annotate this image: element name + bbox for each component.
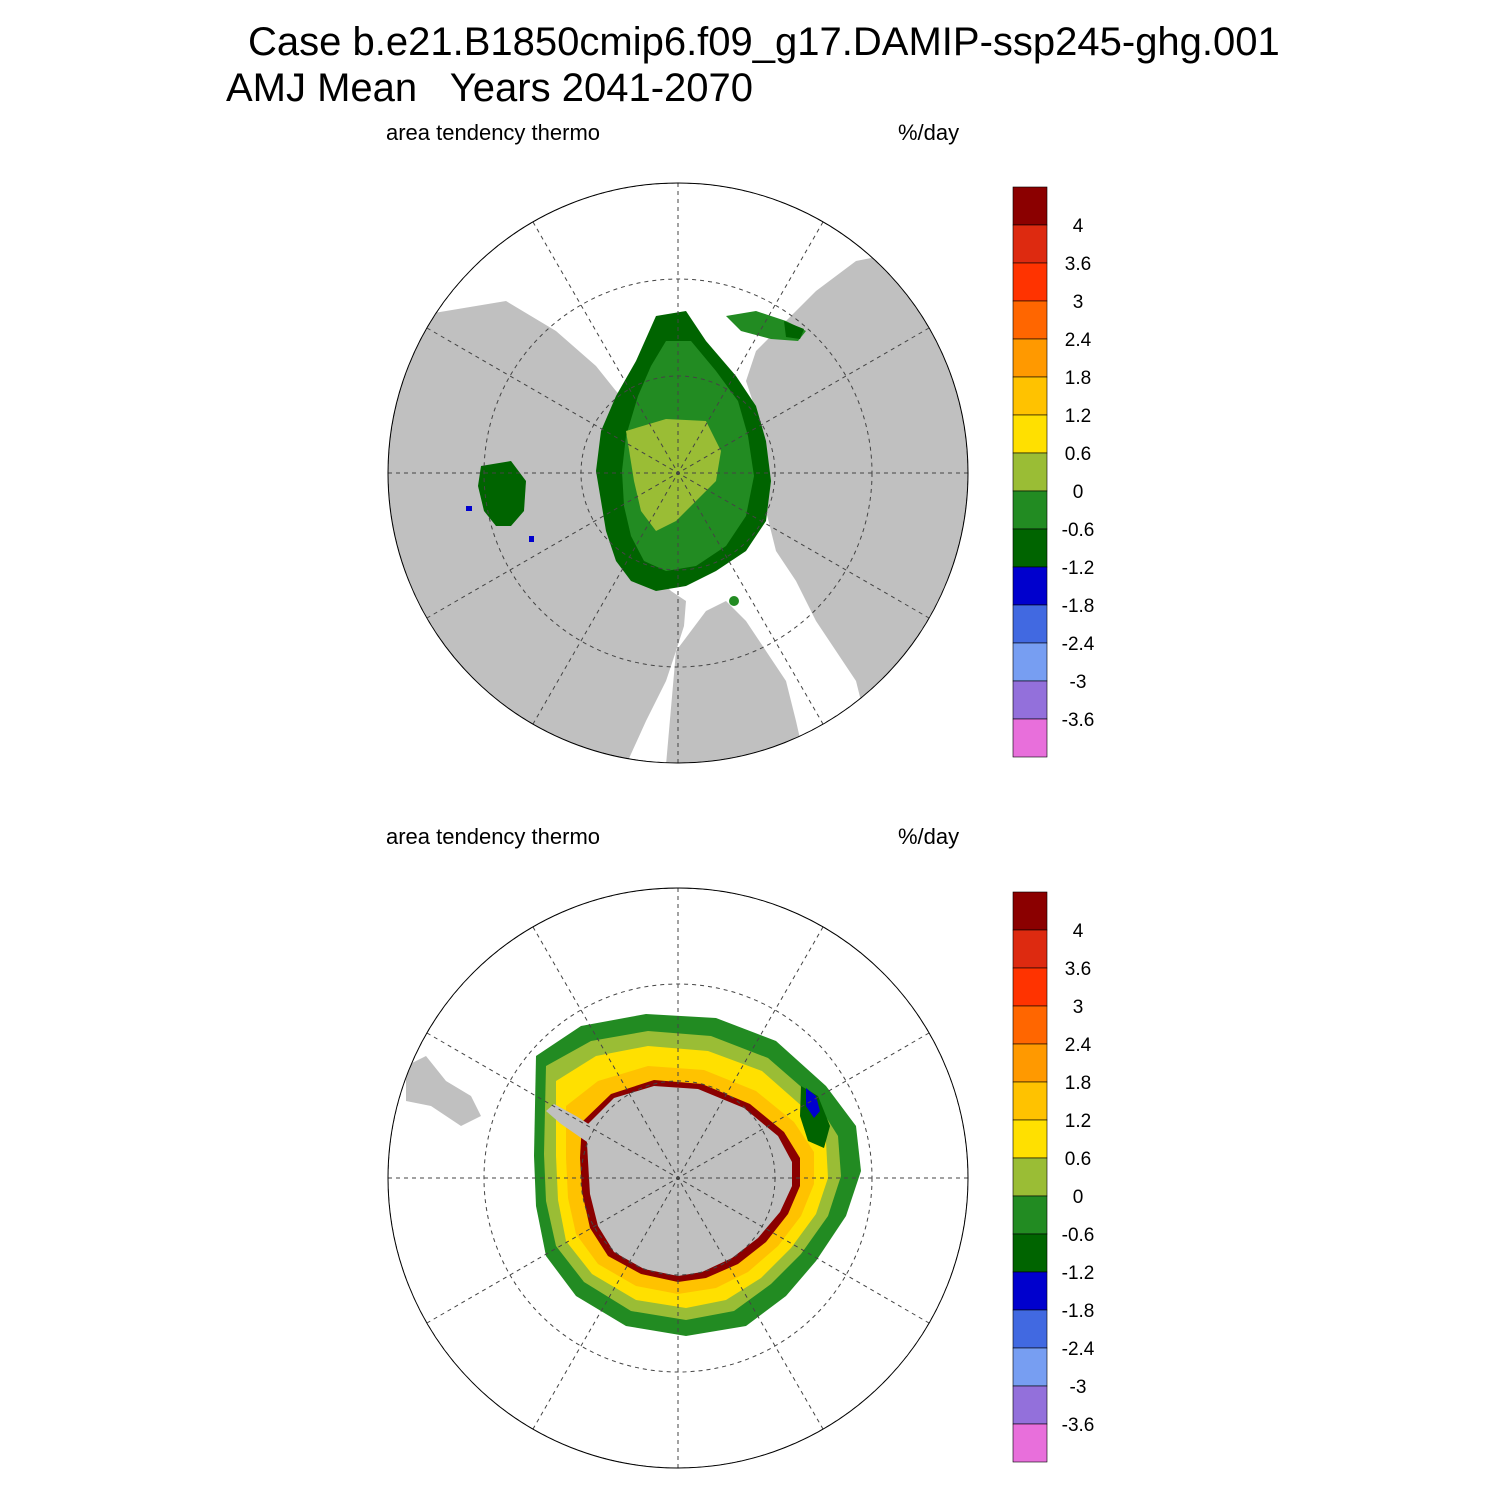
south-colorbar-label: 1.2 — [1065, 1111, 1091, 1132]
north-colorbar-label: 4 — [1073, 216, 1084, 237]
north-colorbar-swatch — [1012, 300, 1048, 340]
south-colorbar-label: 2.4 — [1065, 1035, 1092, 1056]
north-polar-map — [387, 182, 969, 764]
south-map-border — [387, 887, 969, 1469]
south-ross-blue — [806, 1088, 820, 1118]
north-colorbar-label: -1.8 — [1062, 596, 1095, 617]
south-colorbar-label: 3 — [1073, 997, 1084, 1018]
north-colorbar-swatch — [1012, 566, 1048, 606]
south-colorbar-labels: 4 3.6 3 2.4 1.8 1.2 0.6 0 -0.6 -1.2 -1.8 -2.4 -3 -3.6 — [1062, 921, 1095, 1436]
south-colorbar-label: -3.6 — [1062, 1415, 1095, 1436]
north-colorbar-swatch — [1012, 642, 1048, 682]
south-land-peninsula — [546, 1104, 598, 1144]
north-colorbar-label: 1.2 — [1065, 406, 1091, 427]
north-map-border — [387, 182, 969, 764]
south-colorbar-label: -1.2 — [1062, 1263, 1095, 1284]
north-colorbar-label: 0 — [1073, 482, 1084, 503]
panel-north-variable-label: area tendency thermo — [386, 120, 601, 145]
south-colorbar-label: -0.6 — [1062, 1225, 1095, 1246]
south-colorbar-swatch — [1012, 1043, 1048, 1083]
north-colorbar-swatch — [1012, 414, 1048, 454]
south-colorbar-label: 0 — [1073, 1187, 1084, 1208]
figure-title-line2: AMJ Mean Years 2041-2070 — [226, 66, 754, 110]
south-colorbar-swatch — [1012, 1309, 1048, 1349]
north-colorbar-swatch — [1012, 224, 1048, 264]
north-blue-speck-1 — [466, 506, 472, 511]
south-colorbar-swatch — [1012, 1195, 1048, 1235]
south-colorbar-swatch — [1012, 891, 1048, 931]
south-colorbar-swatch — [1012, 1081, 1048, 1121]
north-colorbar-label: 0.6 — [1065, 444, 1091, 465]
south-colorbar-swatch — [1012, 1347, 1048, 1387]
south-colorbar: 4 3.6 3 2.4 1.8 1.2 0.6 0 -0.6 -1.2 -1.8 -2.4 -3 -3.6 — [1012, 891, 1095, 1463]
south-land-antarctica — [586, 1086, 792, 1276]
north-bering-ice-dark — [784, 321, 804, 339]
figure-title-line1: Case b.e21.B1850cmip6.f09_g17.DAMIP-ssp2… — [248, 20, 1280, 64]
north-colorbar-label: 1.8 — [1065, 368, 1091, 389]
south-colorbar-swatch — [1012, 1423, 1048, 1463]
south-colorbar-swatch — [1012, 1233, 1048, 1273]
north-colorbar-swatches — [1012, 186, 1048, 758]
north-colorbar-label: -0.6 — [1062, 520, 1095, 541]
north-colorbar-swatch — [1012, 262, 1048, 302]
north-colorbar-label: -3.6 — [1062, 710, 1095, 731]
north-colorbar-label: -3 — [1070, 672, 1087, 693]
north-colorbar-label: 2.4 — [1065, 330, 1092, 351]
south-colorbar-label: 0.6 — [1065, 1149, 1091, 1170]
north-colorbar-swatch — [1012, 528, 1048, 568]
north-hudson-bay — [478, 461, 526, 526]
north-colorbar-swatch — [1012, 718, 1048, 758]
south-colorbar-swatch — [1012, 1271, 1048, 1311]
south-colorbar-label: 3.6 — [1065, 959, 1091, 980]
south-colorbar-swatches — [1012, 891, 1048, 1463]
north-colorbar-swatch — [1012, 490, 1048, 530]
north-colorbar-swatch — [1012, 680, 1048, 720]
south-colorbar-swatch — [1012, 1005, 1048, 1045]
south-polar-map — [387, 887, 969, 1469]
south-colorbar-swatch — [1012, 929, 1048, 969]
north-land-europe — [666, 601, 806, 763]
south-colorbar-swatch — [1012, 1157, 1048, 1197]
north-colorbar-label: 3 — [1073, 292, 1084, 313]
north-colorbar: 4 3.6 3 2.4 1.8 1.2 0.6 0 -0.6 -1.2 -1.8 -2.4 -3 -3.6 — [1012, 186, 1095, 758]
north-colorbar-swatch — [1012, 452, 1048, 492]
south-colorbar-label: 4 — [1073, 921, 1084, 942]
north-colorbar-swatch — [1012, 186, 1048, 226]
south-colorbar-swatch — [1012, 1119, 1048, 1159]
north-baltic-ice — [729, 596, 739, 606]
north-blue-speck-2 — [529, 536, 534, 542]
south-colorbar-label: 1.8 — [1065, 1073, 1091, 1094]
panel-south-variable-label: area tendency thermo — [386, 824, 601, 849]
south-colorbar-label: -3 — [1070, 1377, 1087, 1398]
north-colorbar-label: -1.2 — [1062, 558, 1095, 579]
north-colorbar-swatch — [1012, 376, 1048, 416]
south-colorbar-label: -2.4 — [1062, 1339, 1095, 1360]
north-colorbar-label: -2.4 — [1062, 634, 1095, 655]
south-graticule — [388, 888, 968, 1468]
north-colorbar-labels: 4 3.6 3 2.4 1.8 1.2 0.6 0 -0.6 -1.2 -1.8 -2.4 -3 -3.6 — [1062, 216, 1095, 731]
south-land-south-america — [406, 1056, 481, 1126]
north-colorbar-swatch — [1012, 604, 1048, 644]
north-ice-central — [626, 419, 721, 531]
north-graticule — [388, 183, 968, 763]
north-colorbar-label: 3.6 — [1065, 254, 1091, 275]
south-colorbar-swatch — [1012, 967, 1048, 1007]
south-colorbar-label: -1.8 — [1062, 1301, 1095, 1322]
panel-north-units-label: %/day — [898, 120, 960, 145]
south-colorbar-swatch — [1012, 1385, 1048, 1425]
panel-south-units-label: %/day — [898, 824, 960, 849]
north-colorbar-swatch — [1012, 338, 1048, 378]
